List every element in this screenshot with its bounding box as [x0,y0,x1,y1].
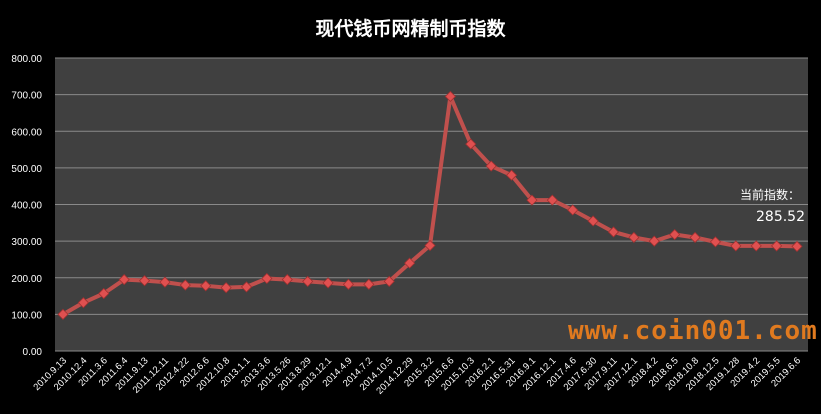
data-point [383,275,395,287]
y-tick-label: 200.00 [11,274,42,285]
data-point [648,235,660,247]
data-point [546,194,558,206]
data-point [363,278,375,290]
data-point [791,240,803,252]
y-tick-label: 0.00 [23,347,43,358]
data-point [77,297,89,309]
data-point [505,169,518,181]
data-point [342,278,355,290]
data-point [526,194,538,206]
data-point [607,226,620,238]
data-point [281,274,293,286]
y-tick-label: 500.00 [11,164,42,175]
data-point [98,287,110,300]
data-point [179,279,191,291]
data-point [404,257,416,269]
data-point [750,240,762,252]
data-point [138,275,151,287]
current-index-label: 当前指数： [740,188,801,202]
data-point [771,240,783,252]
y-tick-label: 400.00 [11,201,42,212]
y-tick-label: 800.00 [11,54,42,65]
data-point [444,90,456,103]
y-tick-label: 300.00 [11,237,42,248]
data-point [587,215,599,227]
data-point [159,276,171,288]
data-point [57,308,69,320]
data-point [200,280,212,292]
data-point [669,228,681,241]
data-point [709,236,722,248]
data-point [424,239,436,252]
data-point [730,240,742,252]
data-point [567,204,579,216]
current-index-value: 285.52 [756,209,805,225]
data-point [689,231,701,244]
data-point [322,277,334,289]
data-point [261,272,273,285]
data-point [240,281,253,293]
data-point [220,282,232,294]
data-point [118,274,130,286]
watermark: www.coin001.com [568,316,818,346]
y-tick-label: 100.00 [11,310,42,321]
data-point [465,138,477,150]
data-point [628,231,640,244]
y-tick-label: 700.00 [11,91,42,102]
chart-title: 现代钱币网精制币指数 [315,18,506,40]
data-point [302,275,314,287]
y-tick-label: 600.00 [11,127,42,138]
data-point [485,160,497,172]
